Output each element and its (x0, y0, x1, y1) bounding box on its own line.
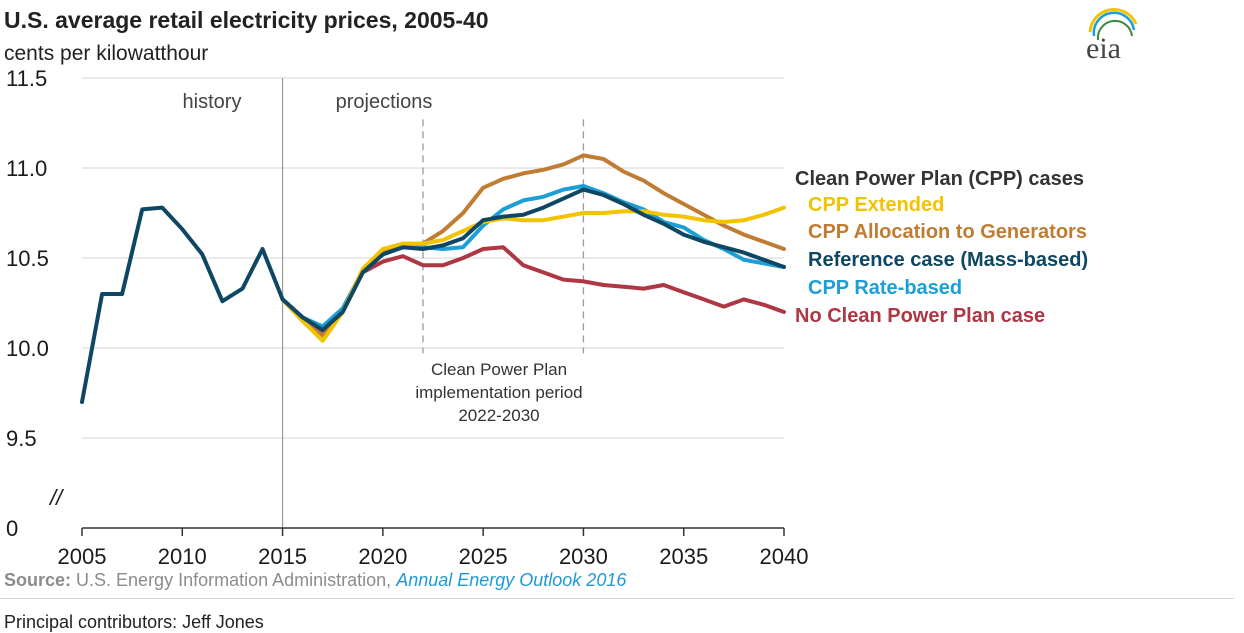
legend-cpp-extended: CPP Extended (808, 194, 944, 216)
legend: Clean Power Plan (CPP) cases CPP Extende… (795, 168, 1088, 327)
chart: U.S. average retail electricity prices, … (4, 7, 1138, 569)
y-tick-label: 11.0 (6, 156, 47, 181)
x-tick-label: 2020 (358, 544, 407, 569)
series-line-reference-case-mass-based (280, 187, 786, 332)
legend-cpp-rate-based: CPP Rate-based (808, 277, 962, 299)
series-lines (80, 153, 786, 404)
axes: 11.5 11.0 10.5 10.0 9.5 0 // 2005 2010 2015 2020 20… (6, 66, 808, 569)
axis-break-mark: // (48, 485, 64, 510)
series-line-cpp-allocation-to-generators (280, 153, 786, 338)
projections-label: projections (336, 91, 433, 113)
y-tick-label: 10.0 (6, 336, 49, 361)
legend-reference-case: Reference case (Mass-based) (808, 249, 1088, 271)
x-tick-label: 2005 (58, 544, 107, 569)
chart-title: U.S. average retail electricity prices, … (4, 7, 489, 33)
x-tick-label: 2015 (258, 544, 307, 569)
source-label: Source: (4, 570, 72, 590)
legend-no-cpp: No Clean Power Plan case (795, 305, 1045, 327)
y-tick-label: 9.5 (6, 426, 37, 451)
source-note: Source: U.S. Energy Information Administ… (4, 570, 626, 591)
x-tick-label: 2030 (559, 544, 608, 569)
y-tick-label: 10.5 (6, 246, 49, 271)
gridlines (82, 77, 784, 439)
svg-text:eia: eia (1086, 32, 1121, 65)
y-tick-label: 0 (6, 516, 18, 541)
legend-cpp-allocation: CPP Allocation to Generators (808, 221, 1087, 243)
footer-divider (0, 598, 1234, 599)
source-text: U.S. Energy Information Administration, (71, 570, 397, 590)
cpp-period-annotation: Clean Power Plan implementation period 2… (415, 360, 582, 425)
region-dividers (281, 78, 585, 528)
history-label: history (183, 91, 242, 113)
series-line-no-clean-power-plan-case (280, 245, 786, 336)
source-publication-link[interactable]: Annual Energy Outlook 2016 (396, 570, 627, 590)
annotation-line-1: Clean Power Plan (431, 360, 567, 379)
x-tick-label: 2010 (158, 544, 207, 569)
x-tick-label: 2025 (459, 544, 508, 569)
series-line-history (80, 205, 285, 404)
series-line-cpp-extended (280, 205, 786, 343)
x-tick-label: 2040 (760, 544, 809, 569)
footer-contributors: Principal contributors: Jeff Jones (4, 612, 264, 632)
eia-logo: eia (1086, 7, 1138, 65)
chart-subtitle: cents per kilowatthour (4, 42, 208, 65)
x-tick-label: 2035 (659, 544, 708, 569)
annotation-line-2: implementation period (415, 383, 582, 402)
annotation-line-3: 2022-2030 (458, 406, 539, 425)
y-tick-label: 11.5 (6, 66, 47, 91)
series-line-cpp-rate-based (280, 184, 786, 329)
legend-title: Clean Power Plan (CPP) cases (795, 168, 1084, 190)
